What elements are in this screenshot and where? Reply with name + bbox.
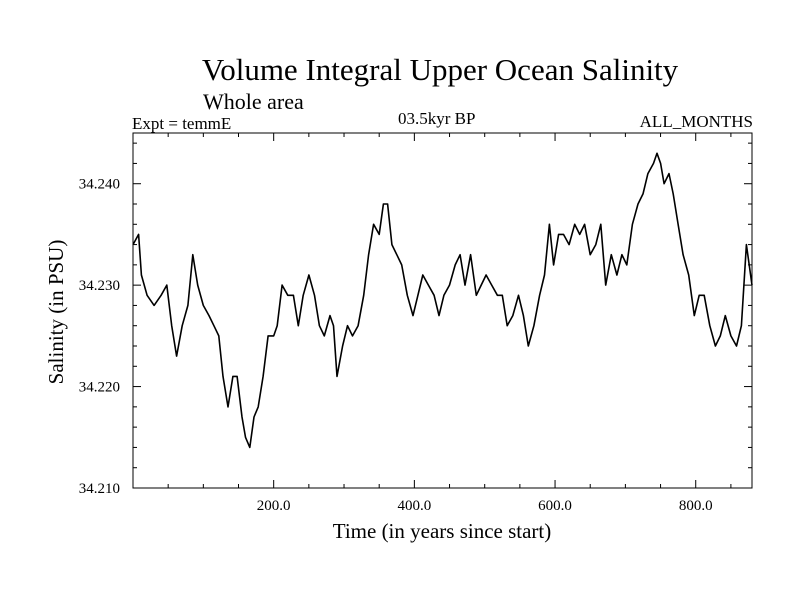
x-tick-label: 800.0 <box>679 498 713 514</box>
x-tick-label: 400.0 <box>397 498 431 514</box>
salinity-series-line <box>132 152 753 449</box>
y-tick-label: 34.220 <box>79 380 120 396</box>
chart-title: Volume Integral Upper Ocean Salinity <box>201 52 679 87</box>
y-tick-label: 34.210 <box>79 481 120 497</box>
y-axis-label: Salinity (in PSU) <box>44 240 68 385</box>
axis-ticks <box>133 133 752 489</box>
plot-frame <box>132 132 753 489</box>
experiment-label: Expt = temmE <box>132 114 232 133</box>
x-tick-label: 600.0 <box>538 498 572 514</box>
chart-subtitle: Whole area <box>203 89 304 114</box>
x-axis-label: Time (in years since start) <box>333 519 552 543</box>
y-tick-label: 34.240 <box>79 177 120 193</box>
y-tick-label: 34.230 <box>79 278 120 294</box>
period-label: 03.5kyr BP <box>398 109 476 128</box>
months-label: ALL_MONTHS <box>639 112 753 131</box>
x-tick-label: 200.0 <box>257 498 291 514</box>
axis-tick-labels: 200.0 400.0 600.0 800.0 34.210 34.220 34.230 34… <box>79 177 713 514</box>
